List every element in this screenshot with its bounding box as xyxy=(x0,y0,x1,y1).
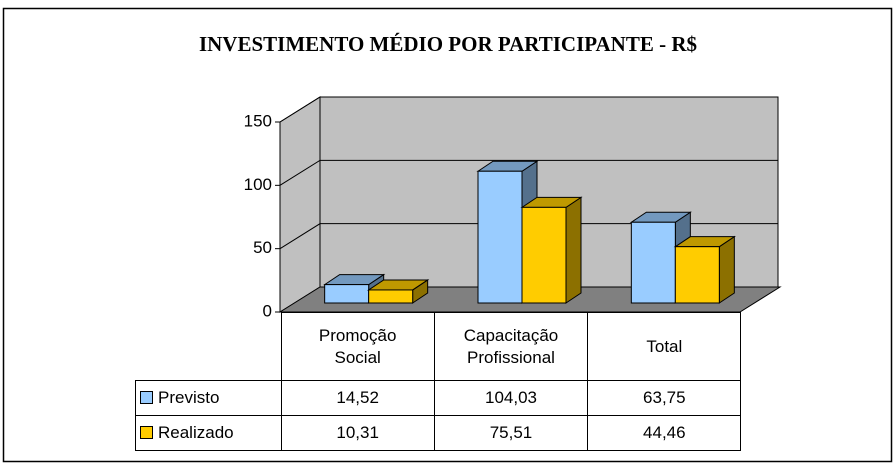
legend-cell: Previsto xyxy=(135,380,282,416)
bar-front xyxy=(521,206,567,304)
grid-line xyxy=(279,159,778,186)
legend-label: Previsto xyxy=(158,388,220,407)
side-wall xyxy=(279,96,321,313)
y-tick-label: 50 xyxy=(253,238,272,257)
value-cell: 14,52 xyxy=(280,380,435,416)
value-cell: 75,51 xyxy=(433,415,589,451)
value-cell: 63,75 xyxy=(587,380,742,416)
grid-line xyxy=(279,96,778,123)
bar xyxy=(367,279,430,304)
value-cell: 104,03 xyxy=(433,380,589,416)
bar-front xyxy=(630,221,676,304)
corner-cell xyxy=(135,312,282,381)
table: Promoção Social Capacitação Profissional T… xyxy=(135,312,742,451)
series-row: Previsto 14,52 104,03 63,75 xyxy=(135,380,742,416)
bar-side xyxy=(718,235,735,304)
value-cell: 10,31 xyxy=(280,415,435,451)
data-table: Promoção Social Capacitação Profissional T… xyxy=(135,312,742,451)
chart-title: INVESTIMENTO MÉDIO POR PARTICIPANTE - R$ xyxy=(199,32,697,56)
header-row: Promoção Social Capacitação Profissional T… xyxy=(135,312,742,381)
y-tick-label: 100 xyxy=(244,175,272,194)
bar-front xyxy=(368,289,414,304)
legend-key xyxy=(140,391,153,404)
category-cell: Promoção Social xyxy=(280,312,435,381)
bar-front xyxy=(674,246,720,304)
legend-label: Realizado xyxy=(158,423,234,442)
bar-side xyxy=(565,196,582,304)
bar-front xyxy=(477,170,523,304)
category-cell: Total xyxy=(587,312,742,381)
bar-front xyxy=(324,284,370,304)
y-tick-label: 0 xyxy=(263,301,272,320)
legend-key xyxy=(140,426,153,439)
value-cell: 44,46 xyxy=(587,415,742,451)
grid-line xyxy=(279,223,778,250)
bar xyxy=(520,196,583,304)
legend-cell: Realizado xyxy=(135,415,282,451)
series-row: Realizado 10,31 75,51 44,46 xyxy=(135,415,742,451)
y-tick-label: 150 xyxy=(244,111,272,130)
category-cell: Capacitação Profissional xyxy=(433,312,589,381)
bar xyxy=(673,235,736,304)
